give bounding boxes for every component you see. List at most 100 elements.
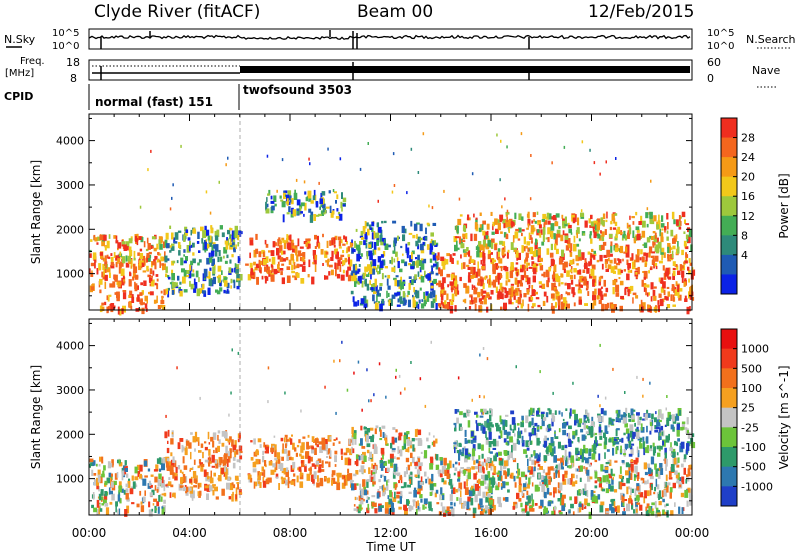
rti-cell xyxy=(606,302,610,309)
rti-cell xyxy=(590,424,594,432)
rti-cell xyxy=(687,489,690,493)
rti-cell xyxy=(564,282,567,286)
rti-cell xyxy=(425,291,429,296)
rti-cell xyxy=(562,220,566,229)
rti-cell xyxy=(277,261,280,266)
rti-cell xyxy=(471,172,474,176)
rti-cell xyxy=(645,212,649,219)
rti-cell xyxy=(471,300,474,305)
rti-cell xyxy=(546,437,549,441)
rti-cell xyxy=(327,259,329,267)
rti-cell xyxy=(281,468,286,474)
rti-cell xyxy=(636,486,640,491)
rti-cell xyxy=(525,481,528,488)
rti-cell xyxy=(348,439,351,445)
rti-cell xyxy=(363,303,368,308)
rti-cell xyxy=(535,291,538,295)
rti-cell xyxy=(370,287,374,291)
rti-cell xyxy=(170,484,174,488)
rti-cell xyxy=(229,482,234,491)
rti-cell xyxy=(614,247,619,253)
rti-cell xyxy=(361,280,364,288)
rti-cell xyxy=(341,482,346,489)
rti-cell xyxy=(571,473,575,479)
rti-cell xyxy=(613,438,618,441)
rti-cell xyxy=(272,463,276,468)
rti-cell xyxy=(218,439,221,444)
colorbar-swatch xyxy=(721,235,737,256)
rti-cell xyxy=(598,426,602,433)
rti-cell xyxy=(577,420,582,428)
rti-cell xyxy=(444,259,449,265)
rti-cell xyxy=(486,506,490,514)
rti-cell xyxy=(353,371,355,375)
rti-cell xyxy=(621,482,626,487)
rti-cell xyxy=(154,255,158,260)
rti-cell xyxy=(597,415,601,418)
rti-cell xyxy=(497,219,500,224)
rti-cell xyxy=(576,468,579,472)
rti-cell xyxy=(366,222,369,227)
rti-cell xyxy=(151,261,155,266)
rti-cell xyxy=(631,437,634,442)
rti-cell xyxy=(341,192,343,199)
rti-cell xyxy=(231,482,234,486)
rti-cell xyxy=(573,274,576,280)
rti-cell xyxy=(514,267,518,271)
rti-cell xyxy=(312,478,315,484)
rti-cell xyxy=(466,247,469,252)
rti-cell xyxy=(181,268,185,273)
rti-cell xyxy=(467,496,472,502)
rti-cell xyxy=(281,237,285,241)
rti-cell xyxy=(161,463,165,471)
rti-cell xyxy=(453,442,457,445)
power-data xyxy=(89,132,696,316)
rti-cell xyxy=(648,252,651,258)
rti-cell xyxy=(586,268,590,274)
rti-cell xyxy=(299,481,304,488)
rti-cell xyxy=(255,450,259,456)
rti-cell xyxy=(582,269,586,273)
rti-cell xyxy=(649,381,651,385)
rti-cell xyxy=(510,451,513,459)
rti-cell xyxy=(449,299,452,302)
rti-cell xyxy=(562,494,566,499)
nsky-trace xyxy=(89,34,691,40)
rti-cell xyxy=(574,496,578,504)
rti-cell xyxy=(554,243,557,250)
rti-cell xyxy=(174,285,179,289)
rti-cell xyxy=(287,456,292,461)
rti-cell xyxy=(666,213,669,220)
rti-cell xyxy=(526,213,529,218)
rti-cell xyxy=(603,432,606,438)
rti-cell xyxy=(686,443,690,451)
rti-cell xyxy=(104,491,108,497)
rti-cell xyxy=(350,480,352,488)
rti-cell xyxy=(410,361,412,364)
rti-cell xyxy=(625,407,628,413)
rti-cell xyxy=(208,278,213,286)
rti-cell xyxy=(488,441,492,448)
rti-cell xyxy=(683,454,687,460)
rti-cell xyxy=(513,423,517,431)
rti-cell xyxy=(645,509,650,516)
rti-cell xyxy=(554,410,557,415)
rti-cell xyxy=(283,472,286,475)
rti-cell xyxy=(310,456,313,462)
rti-cell xyxy=(612,367,614,371)
rti-cell xyxy=(235,449,239,455)
rti-cell xyxy=(683,281,686,287)
rti-cell xyxy=(215,447,218,454)
rti-cell xyxy=(174,232,179,240)
rti-cell xyxy=(588,261,591,267)
rti-cell xyxy=(494,453,497,459)
rti-cell xyxy=(445,509,448,514)
rti-cell xyxy=(546,453,550,456)
rti-cell xyxy=(578,254,583,261)
rti-cell xyxy=(344,257,348,263)
rti-cell xyxy=(328,190,331,194)
rti-cell xyxy=(586,416,589,422)
rti-cell xyxy=(672,294,675,302)
rti-cell xyxy=(221,488,225,496)
rti-cell xyxy=(305,238,310,242)
